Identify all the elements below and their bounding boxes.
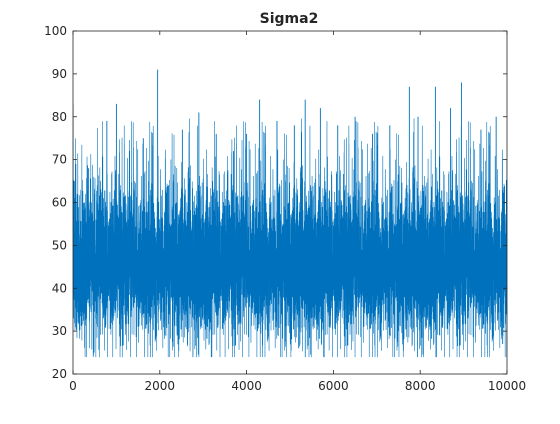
axes: 0 2000 4000 6000 8000 10000 20 30 40 50 60 70 80 90 10… [44,24,526,393]
y-tick-label: 40 [52,281,67,295]
y-tick-label: 90 [52,67,67,81]
x-tick-label: 6000 [318,379,349,393]
y-tick-label: 100 [44,24,67,38]
plot-area [73,31,507,374]
y-tick-label: 70 [52,153,67,167]
series-0 [73,69,507,358]
x-tick-label: 4000 [231,379,262,393]
x-tick-label: 8000 [405,379,436,393]
y-tick-label: 30 [52,324,67,338]
x-tick-label: 2000 [145,379,176,393]
series-trace [73,118,507,358]
x-tick-label: 0 [69,379,77,393]
x-tick-label: 10000 [488,379,526,393]
y-tick-label: 80 [52,110,67,124]
y-tick-label: 20 [52,367,67,381]
y-tick-label: 60 [52,196,67,210]
y-tick-label: 50 [52,238,67,252]
chart-title: Sigma2 [260,11,319,27]
